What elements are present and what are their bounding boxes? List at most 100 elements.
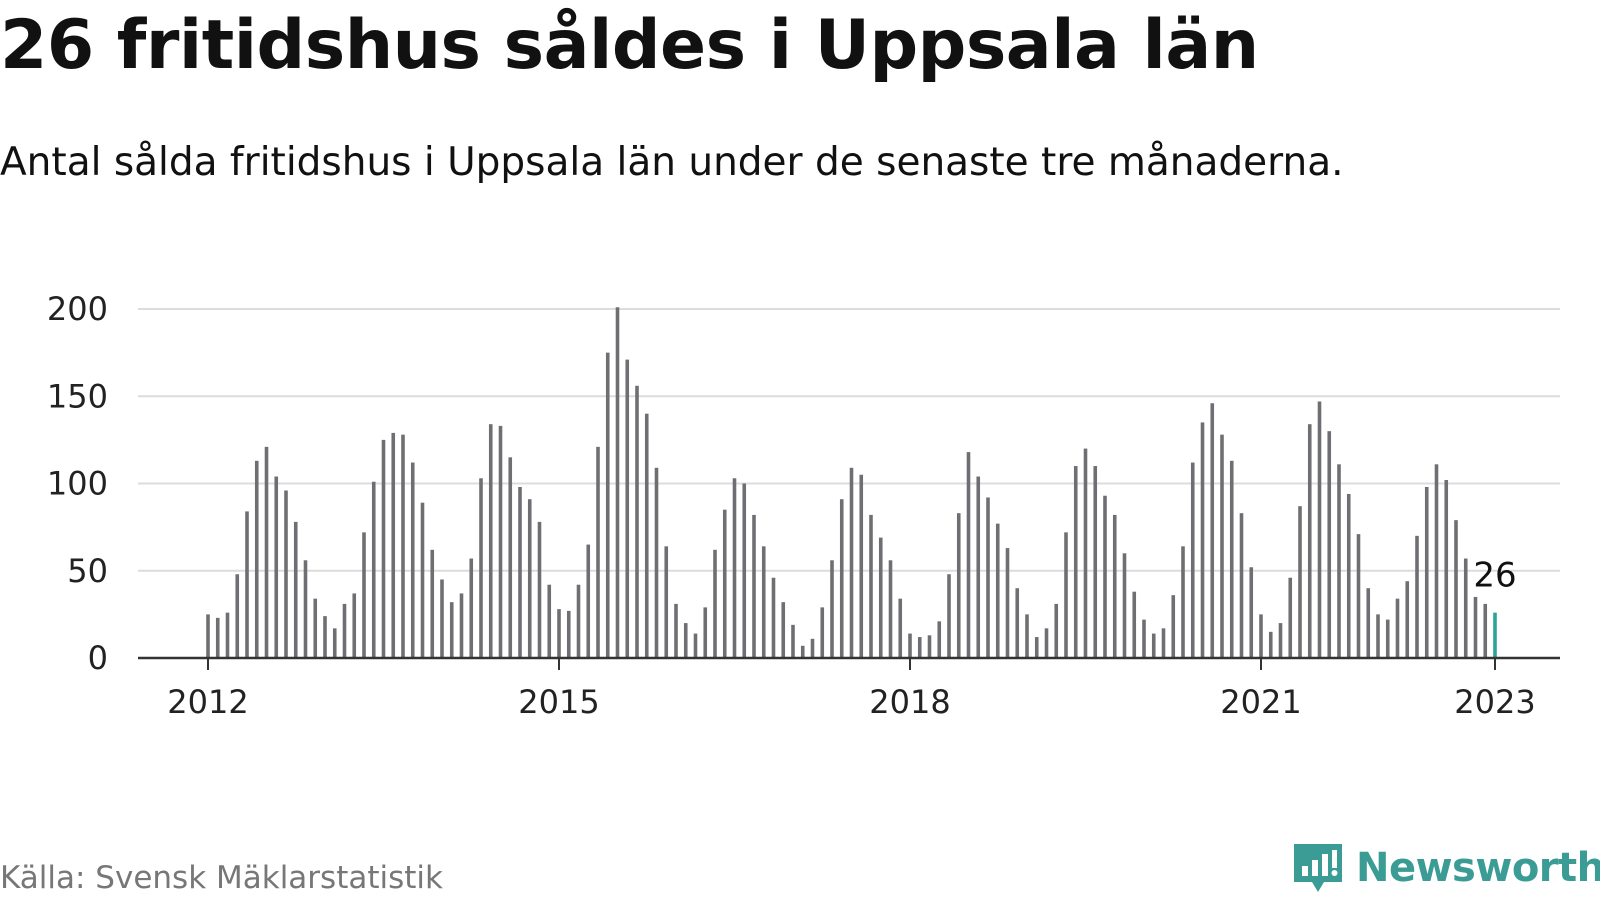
bar: [966, 452, 971, 658]
bar: [1171, 595, 1176, 658]
bar: [732, 478, 737, 658]
bar: [693, 633, 698, 658]
bar: [1405, 581, 1410, 658]
bar: [1366, 588, 1371, 658]
bar: [752, 514, 756, 658]
bar: [479, 478, 483, 658]
bar: [1064, 532, 1068, 658]
bar: [1015, 588, 1020, 658]
bar: [1073, 466, 1078, 658]
bar: [1356, 534, 1361, 658]
bar: [986, 497, 990, 658]
bar: [1005, 548, 1010, 658]
bar: [215, 617, 220, 658]
bar: [1151, 633, 1156, 658]
bar: [371, 481, 376, 658]
bar: [1317, 401, 1322, 658]
bar: [1268, 631, 1273, 658]
x-tick-label: 2021: [1220, 683, 1301, 721]
bar: [557, 609, 561, 658]
bar: [235, 574, 240, 658]
bar: [674, 603, 678, 658]
bar: [1424, 486, 1429, 658]
bar: [995, 523, 1000, 658]
bar: [430, 549, 435, 658]
bar: [849, 467, 854, 658]
bar: [976, 476, 981, 658]
bar: [1278, 623, 1283, 658]
bar: [586, 544, 591, 658]
bar: [830, 560, 834, 658]
bar: [810, 638, 815, 658]
x-axis-labels: 2012 2015 2018 2021 2023: [167, 658, 1536, 721]
bar: [596, 446, 600, 658]
bar: [410, 462, 415, 658]
bar: [254, 460, 259, 658]
x-tick-label: 2018: [869, 683, 950, 721]
bar: [683, 623, 688, 658]
bar: [1103, 495, 1107, 658]
bar: [625, 359, 630, 658]
bar: [547, 584, 552, 658]
bar: [615, 307, 620, 658]
bar: [245, 511, 249, 658]
bar: [1229, 460, 1234, 658]
y-tick-label: 50: [67, 552, 108, 590]
bar: [420, 502, 425, 658]
bar: [1210, 403, 1215, 658]
bar: [781, 602, 786, 658]
bar: [352, 593, 357, 658]
brand-name: Newsworthy: [1356, 845, 1600, 891]
bar: [605, 352, 610, 659]
last-value-label: 26: [1473, 556, 1516, 596]
bar: [1288, 577, 1293, 658]
bar: [1346, 493, 1351, 658]
bar: [566, 610, 571, 658]
bar: [1044, 628, 1049, 658]
bar: [391, 432, 396, 658]
bar: [449, 602, 454, 658]
y-axis-labels: 0 50 100 150 200: [47, 290, 108, 677]
bar: [937, 621, 942, 658]
bar: [839, 499, 844, 658]
bar: [1337, 464, 1341, 658]
newsworthy-logo-icon: [1294, 844, 1342, 892]
bar: [1327, 431, 1332, 658]
annotations: 26: [1473, 556, 1516, 596]
y-tick-label: 0: [88, 639, 108, 677]
bar: [576, 584, 581, 658]
bar: [1054, 603, 1059, 658]
chart-subtitle: Antal sålda fritidshus i Uppsala län und…: [0, 140, 1344, 185]
bar: [791, 624, 795, 658]
bar: [1454, 520, 1458, 658]
bar: [1463, 558, 1468, 658]
bar: [488, 424, 493, 658]
bar: [1415, 535, 1419, 658]
bar: [498, 425, 503, 658]
bar: [1259, 614, 1263, 659]
bar: [908, 633, 912, 658]
bar: [1161, 628, 1166, 658]
bar: [947, 574, 951, 658]
bar: [956, 513, 961, 658]
bar: [1249, 567, 1254, 658]
bar: [527, 499, 532, 658]
bar: [1220, 434, 1224, 658]
x-tick-label: 2023: [1454, 683, 1535, 721]
bar: [917, 637, 922, 658]
bar: [274, 476, 279, 658]
bar: [654, 467, 659, 658]
bar: [401, 434, 405, 658]
bar: [1473, 596, 1478, 658]
chart-title: 26 fritidshus såldes i Uppsala län: [0, 6, 1259, 85]
bar: [820, 607, 825, 658]
bar: [1083, 448, 1088, 658]
bar: [1376, 614, 1380, 659]
bar: [323, 616, 327, 658]
bar: [1444, 480, 1449, 658]
bar: [1025, 614, 1029, 659]
bar: [1385, 619, 1390, 658]
bar: [1181, 546, 1185, 658]
bar: [362, 532, 366, 658]
